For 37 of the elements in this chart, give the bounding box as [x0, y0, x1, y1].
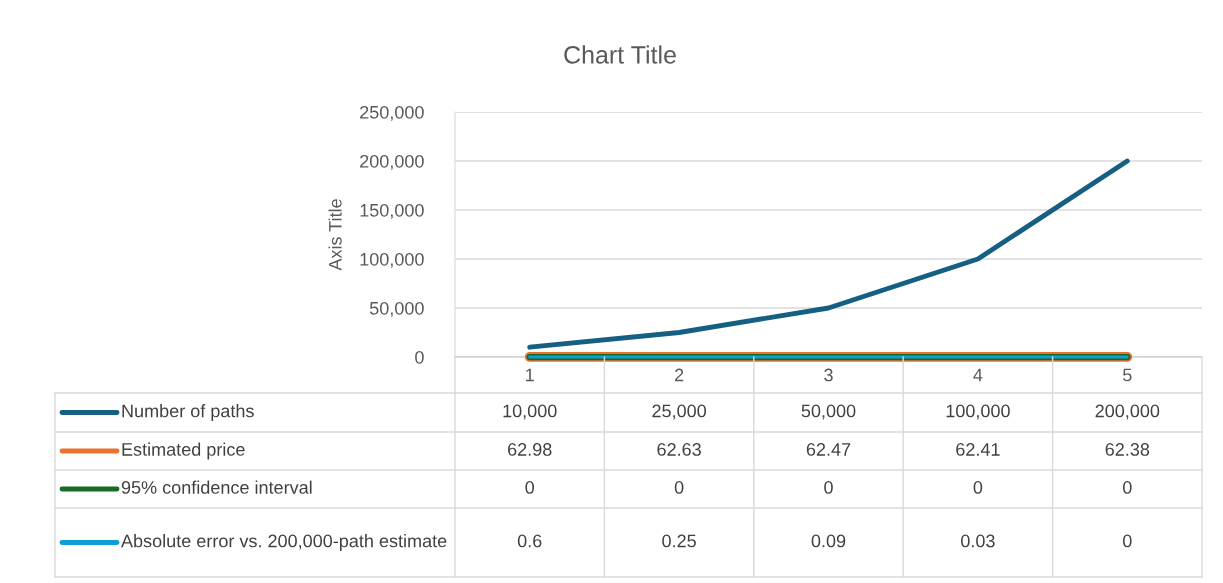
data-label: 0	[1122, 534, 1132, 548]
legend-label: Absolute error vs. 200,000-path estimate	[121, 534, 447, 551]
x-tick-label: 1	[526, 368, 534, 382]
y-axis-title: Axis Title	[328, 199, 342, 271]
data-label: 50,000	[801, 404, 856, 420]
x-tick-label: 4	[973, 368, 983, 382]
data-label: 62.38	[1105, 443, 1150, 456]
data-label: 62.98	[508, 443, 552, 456]
data-label: 0.6	[517, 534, 542, 548]
y-tick-label: 0	[415, 350, 424, 364]
data-label: 0	[973, 481, 983, 494]
legend-label: Estimated price	[122, 442, 245, 460]
legend-label: Number of paths	[122, 404, 254, 421]
data-label: 0.03	[961, 534, 995, 548]
x-tick-label: 5	[1123, 368, 1132, 382]
data-label: 62.63	[657, 443, 701, 456]
y-tick-label: 150,000	[360, 203, 424, 219]
y-tick-label: 100,000	[360, 252, 424, 268]
data-label: 0	[525, 481, 535, 494]
legend-label: 95% confidence interval	[121, 480, 312, 494]
x-tick-label: 3	[824, 368, 833, 382]
data-label: 200,000	[1095, 404, 1160, 420]
data-label: 10,000	[503, 404, 557, 420]
x-tick-label: 2	[674, 368, 684, 382]
data-label: 0	[674, 481, 684, 494]
y-tick-label: 50,000	[369, 301, 424, 317]
y-tick-label: 200,000	[360, 154, 424, 170]
data-label: 62.47	[806, 443, 851, 456]
data-label: 0	[824, 481, 833, 494]
data-label: 100,000	[946, 404, 1010, 420]
data-label: 0.25	[662, 534, 696, 548]
data-label: 0.09	[811, 534, 846, 548]
data-label: 0	[1122, 481, 1132, 494]
y-tick-label: 250,000	[360, 105, 424, 121]
chart-title: Chart Title	[564, 45, 676, 64]
data-label: 25,000	[652, 404, 707, 420]
data-label: 62.41	[956, 443, 1000, 456]
